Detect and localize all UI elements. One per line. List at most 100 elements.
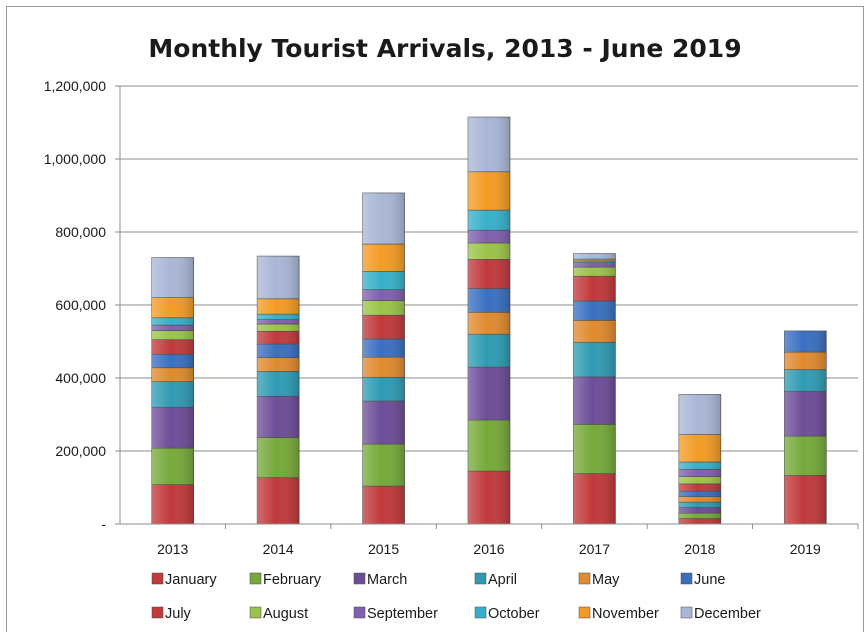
legend-label: August <box>263 606 308 622</box>
bars <box>151 116 827 525</box>
bar-segment-2013-september <box>151 324 195 331</box>
bar-segment-2019-may <box>783 351 827 370</box>
bar-segment-2016-april <box>467 333 511 368</box>
x-axis: 2013 2014 2015 2016 2017 2018 2019 <box>120 523 859 557</box>
legend-label: June <box>694 572 725 588</box>
y-tick-label: 200,000 <box>55 443 106 459</box>
bar-segment-2018-july <box>678 483 722 492</box>
legend-item-july: July <box>151 606 192 622</box>
legend-label: May <box>592 572 620 588</box>
bar-segment-2014-june <box>256 343 300 358</box>
bar-segment-2016-august <box>467 242 511 260</box>
legend-swatch <box>249 572 262 585</box>
bar-segment-2018-june <box>678 490 722 497</box>
bar-segment-2017-february <box>573 424 616 474</box>
bar-segment-2017-january <box>573 473 616 525</box>
legend-label: January <box>165 572 217 588</box>
bar-segment-2018-may <box>678 496 722 503</box>
legend-swatch <box>578 572 591 585</box>
bar-segment-2018-october <box>678 461 722 470</box>
bar-segment-2013-november <box>151 297 195 319</box>
bar-segment-2014-july <box>256 330 300 345</box>
bar-segment-2016-july <box>467 259 511 289</box>
legend-swatch <box>474 606 487 619</box>
bar-segment-2019-june <box>783 330 827 353</box>
bar-segment-2017-july <box>573 275 616 302</box>
bar-segment-2015-november <box>362 243 405 272</box>
legend-label: March <box>367 572 407 588</box>
bar-segment-2013-january <box>151 484 195 525</box>
bar-segment-2017-december <box>573 253 616 260</box>
bar-segment-2013-june <box>151 353 195 369</box>
bar-segment-2015-september <box>362 289 405 301</box>
legend-label: October <box>488 606 540 622</box>
legend-swatch <box>249 606 262 619</box>
y-tick-label: 1,000,000 <box>44 151 106 167</box>
bar-segment-2017-september <box>573 262 616 268</box>
x-tick-label: 2014 <box>263 541 294 557</box>
bar-segment-2017-june <box>573 300 616 321</box>
bar-segment-2013-april <box>151 381 195 408</box>
legend-label: September <box>367 606 438 622</box>
legend-item-february: February <box>249 572 322 588</box>
bar-segment-2019-february <box>783 435 827 476</box>
legend: January February March April May June July Augu… <box>151 572 761 622</box>
bar-segment-2014-april <box>256 371 300 397</box>
bar-segment-2016-february <box>467 419 511 472</box>
legend-item-april: April <box>474 572 517 588</box>
bar-segment-2016-december <box>467 116 511 173</box>
bar-segment-2015-july <box>362 314 405 340</box>
legend-label: November <box>592 606 659 622</box>
bar-segment-2013-may <box>151 367 195 382</box>
chart-frame <box>6 6 864 632</box>
bar-segment-2014-august <box>256 323 300 332</box>
bar-segment-2015-january <box>362 485 405 525</box>
bar-segment-2017-march <box>573 376 616 425</box>
bar-segment-2014-october <box>256 313 300 320</box>
bar-segment-2018-february <box>678 512 722 519</box>
bar-segment-2015-august <box>362 300 405 316</box>
bar-segment-2016-september <box>467 229 511 244</box>
legend-item-january: January <box>151 572 217 588</box>
bar-segment-2015-march <box>362 400 405 445</box>
bar-segment-2016-june <box>467 288 511 313</box>
y-tick-label: - <box>101 516 106 532</box>
bar-segment-2015-october <box>362 271 405 290</box>
bar-segment-2018-april <box>678 501 722 508</box>
x-tick-label: 2013 <box>157 541 188 557</box>
bar-segment-2015-december <box>362 192 405 245</box>
bar-segment-2018-august <box>678 476 722 485</box>
legend-item-october: October <box>474 606 540 622</box>
bar-segment-2013-march <box>151 406 195 449</box>
legend-label: April <box>488 572 517 588</box>
legend-label: December <box>694 606 761 622</box>
bar-segment-2013-february <box>151 447 195 485</box>
x-tick-label: 2017 <box>579 541 610 557</box>
bar-segment-2018-january <box>678 518 722 525</box>
chart-title: Monthly Tourist Arrivals, 2013 - June 20… <box>148 34 741 63</box>
bar-segment-2015-april <box>362 376 405 402</box>
bar-segment-2016-october <box>467 209 511 231</box>
bar-segment-2014-may <box>256 357 300 372</box>
bar-segment-2017-may <box>573 320 616 343</box>
bar-segment-2014-september <box>256 319 300 325</box>
bar-segment-2018-november <box>678 434 722 463</box>
bar-segment-2014-december <box>256 255 300 300</box>
legend-label: February <box>263 572 322 588</box>
bar-segment-2014-february <box>256 437 300 478</box>
legend-item-december: December <box>680 606 761 622</box>
legend-swatch <box>151 606 164 619</box>
bar-segment-2015-june <box>362 338 405 358</box>
bar-segment-2015-may <box>362 356 405 378</box>
legend-swatch <box>151 572 164 585</box>
y-tick-label: 400,000 <box>55 370 106 386</box>
bar-segment-2014-january <box>256 477 300 525</box>
bar-segment-2013-december <box>151 257 195 298</box>
bar-segment-2019-april <box>783 369 827 392</box>
legend-item-august: August <box>249 606 308 622</box>
bar-segment-2017-april <box>573 341 616 378</box>
bar-segment-2018-december <box>678 394 722 435</box>
bar-segment-2014-march <box>256 395 300 438</box>
bar-segment-2016-may <box>467 311 511 335</box>
